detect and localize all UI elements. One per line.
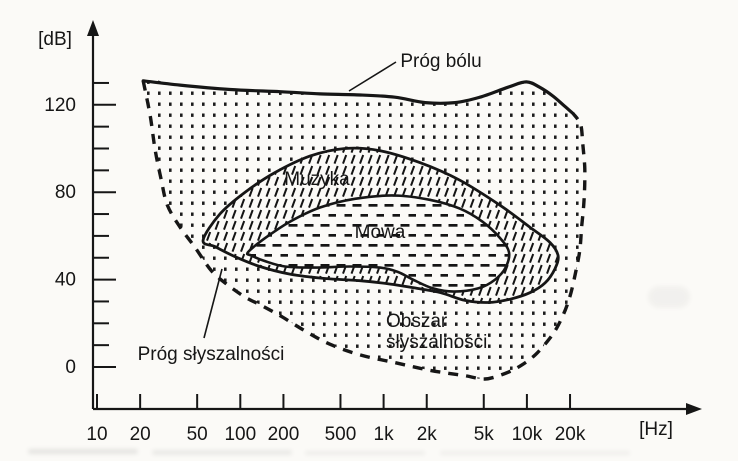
x-axis-arrow: [686, 403, 702, 415]
y-tick-label: 80: [55, 182, 76, 203]
x-tick-label: 100: [224, 424, 256, 445]
region-speech: [245, 194, 511, 293]
prog-bolu-label-leader-line: [348, 61, 397, 92]
muzyka-label: Muzyka: [284, 169, 350, 190]
x-tick-label: 10k: [512, 424, 543, 445]
y-tick-label: 40: [55, 270, 76, 291]
obszar-slyszalnosci-label: słyszalności: [386, 332, 487, 353]
x-tick-label: 2k: [417, 424, 438, 445]
prog-slyszalnosci-label: Próg słyszalności: [138, 344, 285, 365]
x-tick-label: 10: [86, 424, 107, 445]
mowa-label: Mowa: [355, 222, 406, 243]
prog-slyszalnosci-label-leader-line: [203, 268, 223, 339]
x-tick-label: 5k: [474, 424, 495, 445]
y-tick-label: 120: [44, 95, 76, 116]
x-tick-label: 20k: [555, 424, 586, 445]
y-axis-unit-label: [dB]: [38, 29, 72, 50]
x-tick-label: 1k: [374, 424, 395, 445]
x-tick-label: 50: [187, 424, 208, 445]
prog-bolu-label: Próg bólu: [400, 51, 481, 72]
y-axis-arrow: [87, 20, 99, 36]
x-tick-label: 200: [268, 424, 300, 445]
curve-prog-slyszalnosci: [141, 80, 587, 381]
x-tick-label: 20: [130, 424, 151, 445]
curve-prog-bolu: [141, 79, 575, 116]
x-tick-label: 500: [325, 424, 357, 445]
y-tick-label: 0: [65, 357, 76, 378]
x-axis-unit-label: [Hz]: [639, 419, 673, 440]
obszar-slyszalnosci-label: Obszar: [386, 311, 448, 332]
